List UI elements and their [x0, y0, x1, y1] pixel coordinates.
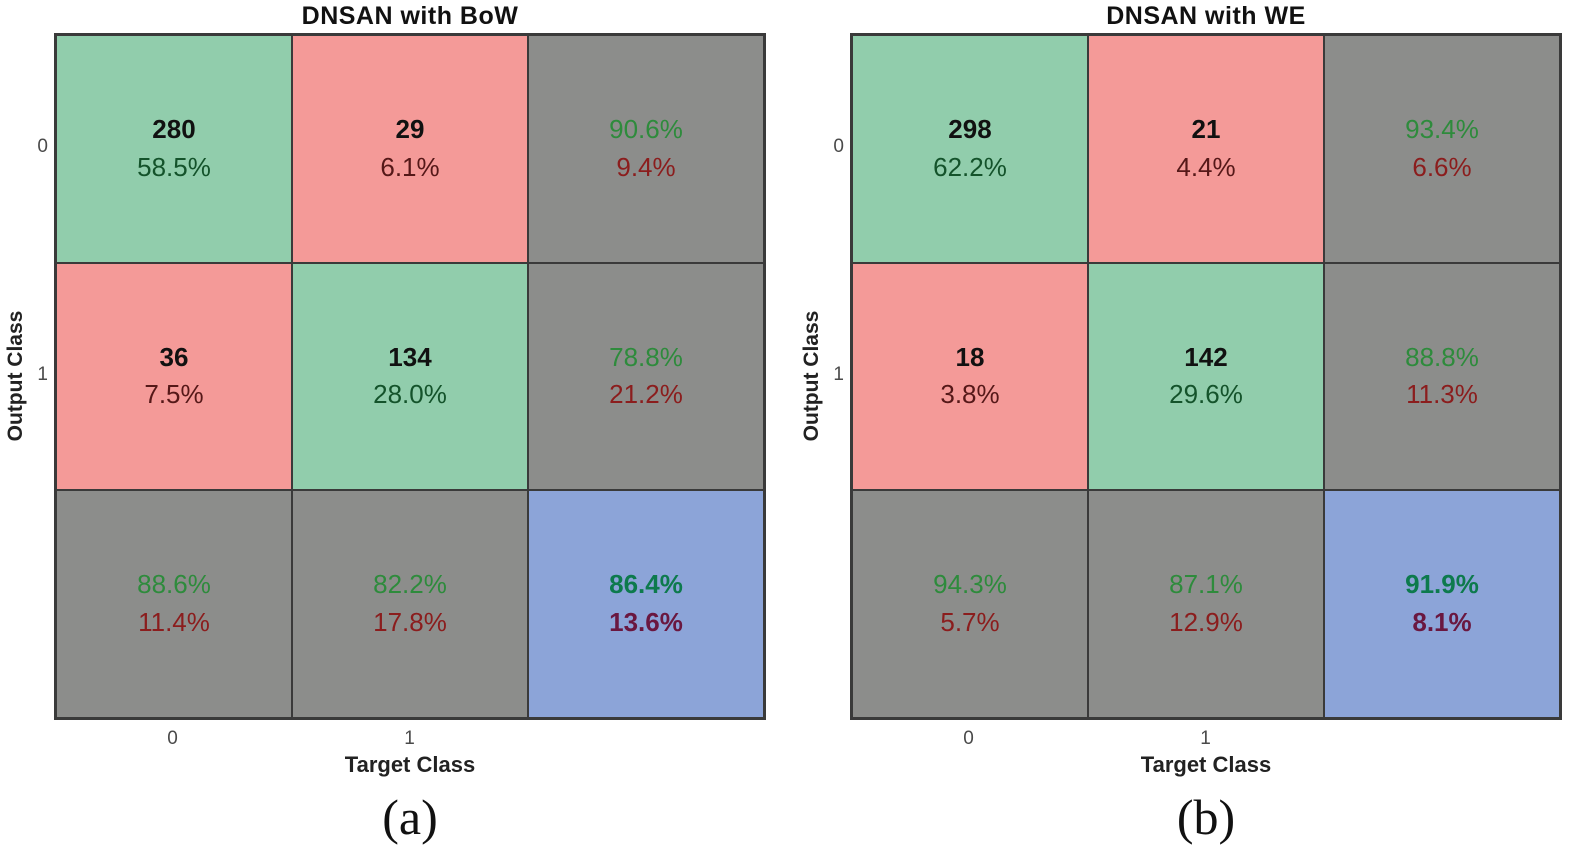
cell-percent-secondary: 8.1% [1412, 607, 1472, 638]
cell-percent-secondary: 29.6% [1169, 379, 1243, 410]
x-tick-0: 0 [963, 728, 974, 749]
matrix-cell-r2c0: 94.3% 5.7% [852, 490, 1088, 718]
cell-percent-primary: 88.8% [1405, 341, 1479, 372]
matrix-cell-r1c1: 142 29.6% [1088, 262, 1324, 491]
matrix-cell-r1c2: 78.8% 21.2% [528, 262, 764, 491]
matrix-cell-r1c0: 18 3.8% [852, 262, 1088, 491]
x-tick-0: 0 [167, 728, 178, 749]
cell-percent-primary: 82.2% [373, 569, 447, 600]
y-tick-1: 1 [833, 364, 844, 385]
cell-count: 18 [955, 341, 985, 372]
cell-percent-secondary: 13.6% [609, 607, 683, 638]
y-axis-label: Output Class [800, 310, 823, 442]
cell-count: 36 [159, 341, 189, 372]
chart-title: DNSAN with WE [1106, 2, 1306, 30]
cell-percent-secondary: 4.4% [1176, 151, 1236, 182]
cell-percent-secondary: 62.2% [933, 151, 1007, 182]
matrix-cell-r0c1: 21 4.4% [1088, 35, 1324, 263]
matrix-cell-r0c0: 298 62.2% [852, 35, 1088, 263]
subfigure-caption: (b) [1176, 789, 1236, 845]
panel-bow: DNSAN with BoW Output Class 0 1 280 58.5%… [0, 0, 796, 860]
matrix-cell-r2c1: 82.2% 17.8% [292, 490, 528, 718]
matrix-cell-r0c2: 90.6% 9.4% [528, 35, 764, 263]
cell-percent-primary: 86.4% [609, 569, 683, 600]
cell-count: 142 [1184, 341, 1228, 372]
matrix-cell-r2c0: 88.6% 11.4% [56, 490, 292, 718]
cell-percent-secondary: 9.4% [616, 151, 676, 182]
cell-percent-primary: 90.6% [609, 114, 683, 145]
cell-percent-secondary: 12.9% [1169, 607, 1243, 638]
cell-percent-primary: 88.6% [137, 569, 211, 600]
cell-count: 298 [948, 114, 992, 145]
confusion-matrix-grid: 280 58.5% 29 6.1% 90.6% 9.4% 36 7.5% 134 28.0% 78.… [54, 33, 766, 720]
cell-percent-primary: 93.4% [1405, 114, 1479, 145]
matrix-cell-r2c2: 91.9% 8.1% [1324, 490, 1560, 718]
confusion-matrix-grid: 298 62.2% 21 4.4% 93.4% 6.6% 18 3.8% 142 29.6% 88.… [850, 33, 1562, 720]
y-tick-0: 0 [37, 136, 48, 157]
matrix-cell-r0c1: 29 6.1% [292, 35, 528, 263]
cell-percent-secondary: 17.8% [373, 607, 447, 638]
x-axis-label: Target Class [344, 752, 476, 777]
x-tick-1: 1 [1200, 728, 1211, 749]
cell-percent-primary: 78.8% [609, 341, 683, 372]
panel-we: DNSAN with WE Output Class 0 1 298 62.2% 2… [796, 0, 1592, 860]
cell-percent-secondary: 11.4% [138, 607, 210, 638]
cell-percent-secondary: 6.6% [1412, 151, 1472, 182]
cell-percent-secondary: 28.0% [373, 379, 447, 410]
matrix-cell-r1c1: 134 28.0% [292, 262, 528, 491]
cell-percent-secondary: 21.2% [609, 379, 683, 410]
cell-percent-secondary: 11.3% [1406, 379, 1478, 410]
matrix-cell-r1c0: 36 7.5% [56, 262, 292, 491]
chart-title: DNSAN with BoW [301, 2, 519, 30]
cell-count: 21 [1191, 114, 1221, 145]
y-tick-0: 0 [833, 136, 844, 157]
cell-percent-secondary: 6.1% [380, 151, 440, 182]
x-tick-1: 1 [404, 728, 415, 749]
matrix-cell-r0c0: 280 58.5% [56, 35, 292, 263]
matrix-cell-r2c1: 87.1% 12.9% [1088, 490, 1324, 718]
y-axis-label: Output Class [4, 310, 27, 442]
cell-percent-secondary: 5.7% [940, 607, 1000, 638]
cell-percent-primary: 87.1% [1169, 569, 1243, 600]
y-tick-1: 1 [37, 364, 48, 385]
cell-percent-primary: 94.3% [933, 569, 1007, 600]
matrix-cell-r2c2: 86.4% 13.6% [528, 490, 764, 718]
matrix-cell-r1c2: 88.8% 11.3% [1324, 262, 1560, 491]
matrix-cell-r0c2: 93.4% 6.6% [1324, 35, 1560, 263]
cell-count: 280 [152, 114, 196, 145]
x-axis-label: Target Class [1140, 752, 1272, 777]
cell-percent-secondary: 7.5% [144, 379, 204, 410]
subfigure-caption: (a) [382, 789, 438, 845]
cell-percent-secondary: 3.8% [940, 379, 1000, 410]
cell-percent-primary: 91.9% [1405, 569, 1479, 600]
cell-count: 134 [388, 341, 432, 372]
cell-percent-secondary: 58.5% [137, 151, 211, 182]
cell-count: 29 [395, 114, 425, 145]
